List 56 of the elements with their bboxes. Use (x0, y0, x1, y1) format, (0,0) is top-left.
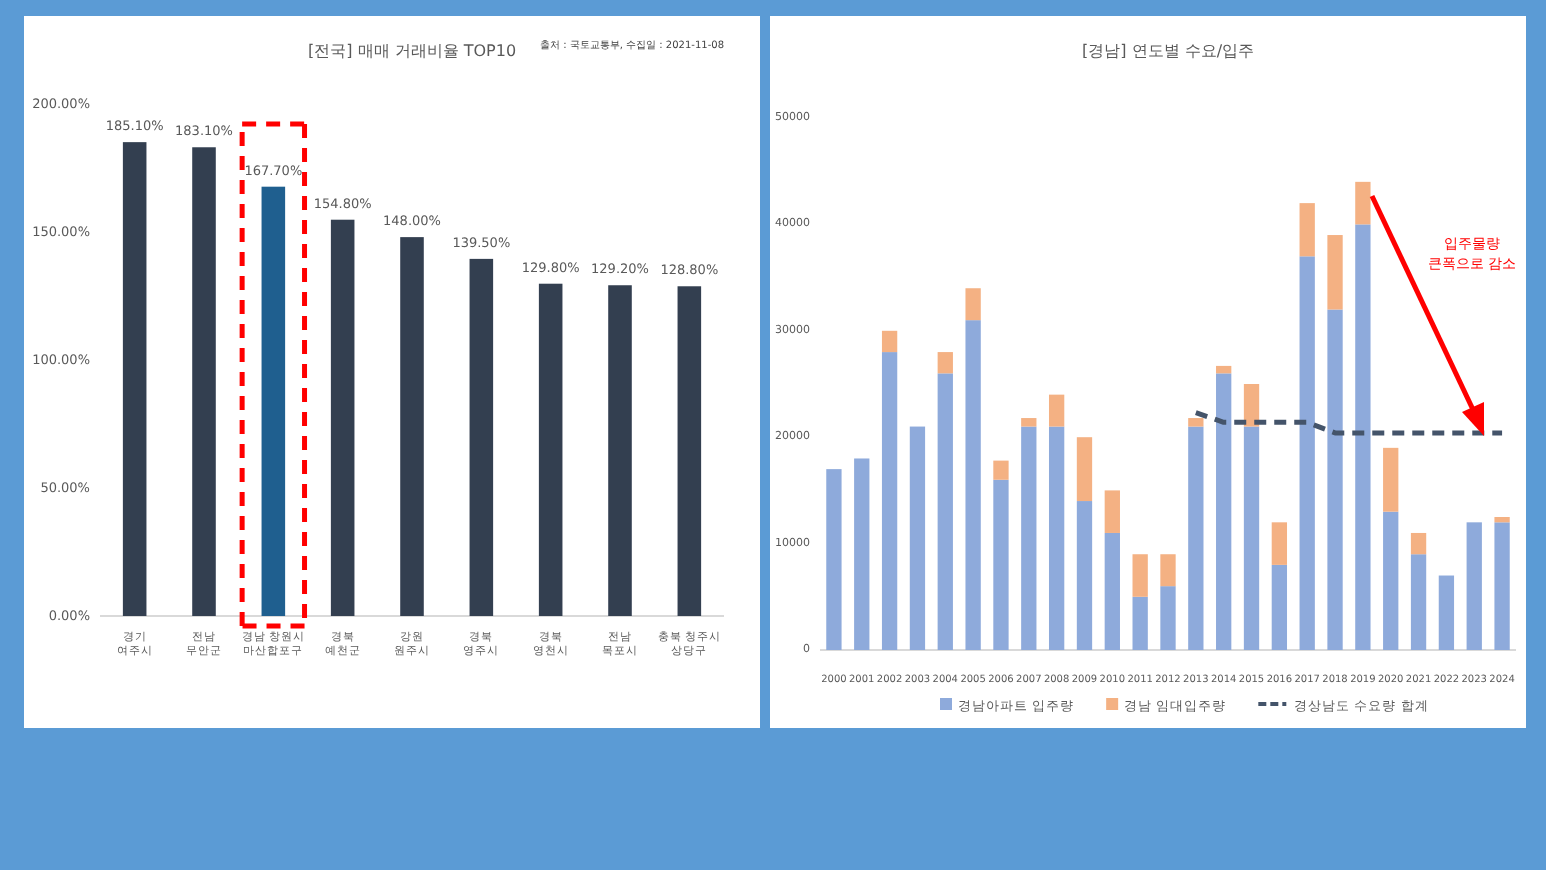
bar (1383, 511, 1399, 650)
bar (1410, 554, 1427, 650)
bar (1048, 426, 1065, 650)
bar (881, 330, 898, 353)
bar (261, 186, 286, 616)
bar (677, 286, 702, 616)
bar (1216, 373, 1232, 650)
bar (192, 147, 216, 616)
bar (400, 237, 424, 616)
bar (1216, 365, 1232, 374)
bar (1327, 235, 1343, 310)
bar (1104, 532, 1120, 650)
bar (1076, 501, 1093, 650)
bar (993, 460, 1009, 480)
bar (1494, 522, 1510, 650)
bar (1160, 586, 1176, 650)
bar (1243, 426, 1260, 650)
bar (854, 458, 870, 650)
bar (1243, 384, 1260, 427)
bar (826, 469, 842, 650)
bar (1383, 447, 1399, 512)
bar (1021, 418, 1037, 427)
chart-title: [경남] 연도별 수요/입주 (1081, 42, 1255, 60)
bar (1104, 490, 1120, 533)
chart-title: [전국] 매매 거래비율 TOP10 (307, 42, 517, 60)
bar (1410, 532, 1427, 555)
bar (330, 219, 355, 616)
bar (1355, 181, 1371, 225)
bar (1132, 554, 1148, 597)
bar (1438, 575, 1455, 650)
bar (538, 283, 563, 616)
bar (1132, 596, 1148, 650)
bar (1271, 564, 1288, 650)
bar (993, 479, 1009, 650)
bar (1188, 418, 1204, 427)
bar (1188, 426, 1204, 650)
bar (1299, 256, 1315, 650)
bar (881, 352, 898, 650)
bar (965, 288, 981, 321)
bar (1021, 426, 1037, 650)
bar (1076, 437, 1093, 502)
bar (1271, 522, 1288, 565)
bar (1299, 203, 1315, 257)
bar (965, 320, 981, 650)
bar (909, 426, 926, 650)
bar (469, 258, 494, 616)
bar (937, 373, 953, 650)
bar (937, 352, 953, 374)
bar (608, 285, 632, 616)
bar (1160, 554, 1176, 587)
bar (1466, 522, 1482, 650)
bar (1327, 309, 1343, 650)
bar (1494, 517, 1510, 523)
bar (1355, 224, 1371, 650)
bar (122, 142, 147, 616)
bar (1048, 394, 1065, 427)
